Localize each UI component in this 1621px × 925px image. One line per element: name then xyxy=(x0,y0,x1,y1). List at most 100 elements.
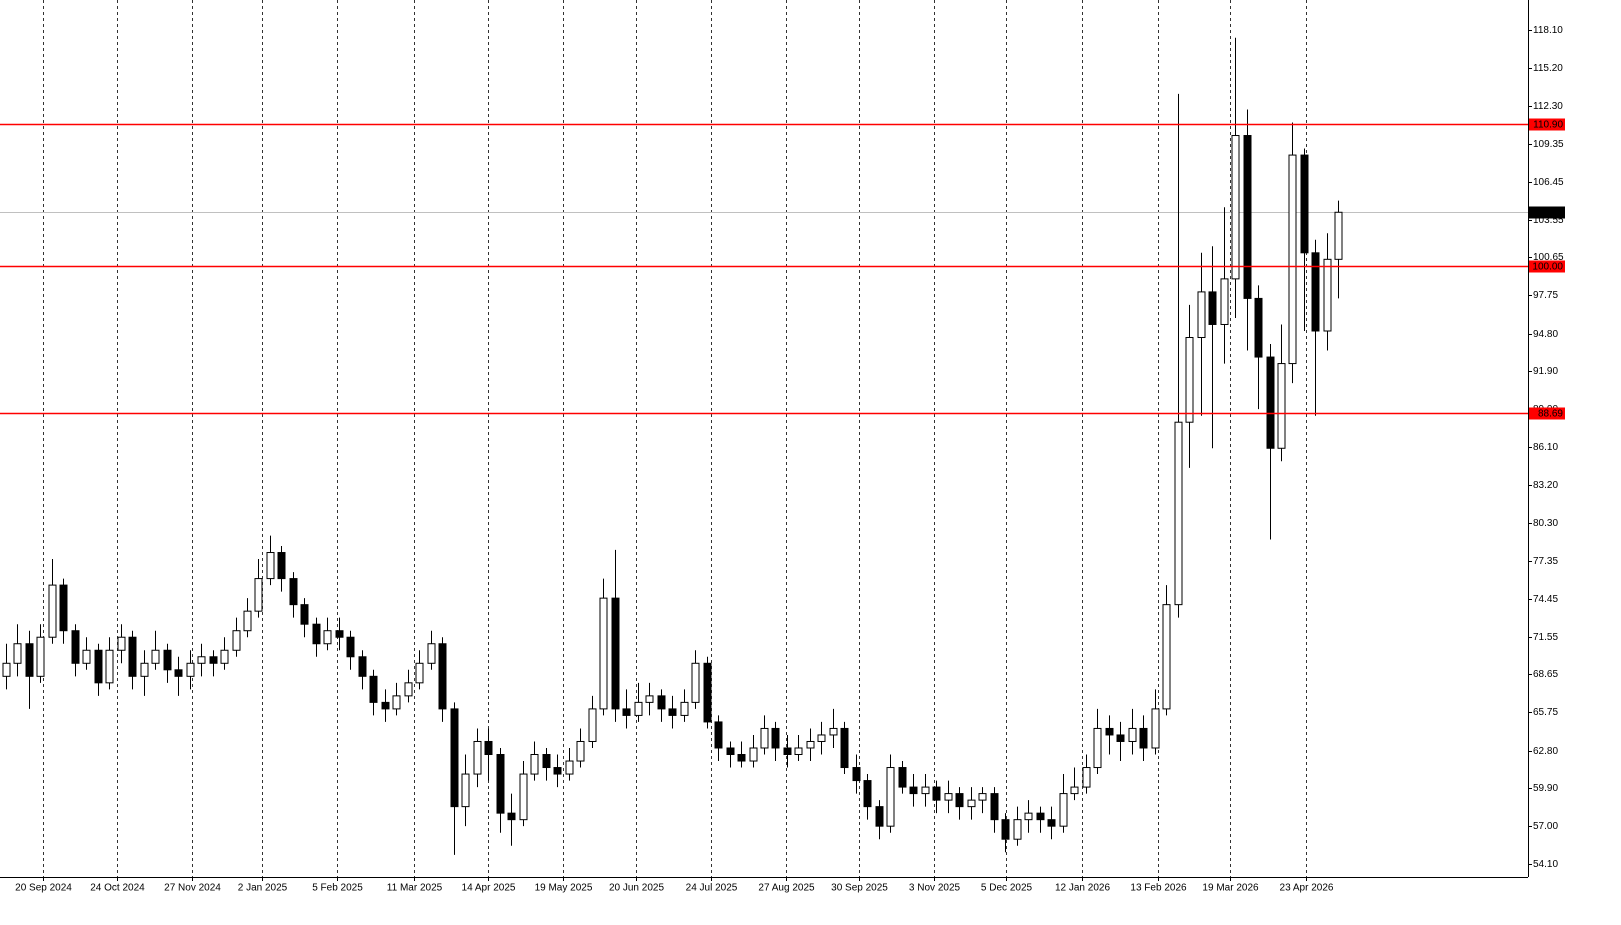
candle-body xyxy=(794,747,803,756)
y-tick-label: 71.55 xyxy=(1533,632,1558,643)
y-tick-label: 80.30 xyxy=(1533,518,1558,529)
candle-body xyxy=(932,786,941,801)
candle-body xyxy=(232,630,241,651)
x-tick-label: 19 May 2025 xyxy=(535,883,593,894)
candle-body xyxy=(806,740,815,749)
candle-body xyxy=(944,793,953,801)
candle-body xyxy=(1243,135,1252,299)
candle-body xyxy=(266,552,275,580)
candle-body xyxy=(1013,819,1022,840)
x-tick-label: 20 Jun 2025 xyxy=(609,883,664,894)
candle-body xyxy=(450,708,459,808)
candle-body xyxy=(565,760,574,775)
x-tick-label: 12 Jan 2026 xyxy=(1055,883,1110,894)
candle-body xyxy=(289,578,298,606)
candle-body xyxy=(358,656,367,677)
candle-body xyxy=(1254,297,1263,358)
candle-body xyxy=(1139,727,1148,749)
y-tick-label: 77.35 xyxy=(1533,556,1558,567)
level-label-box xyxy=(1529,260,1565,273)
candle-body xyxy=(611,597,620,710)
candle-body xyxy=(335,630,344,638)
y-tick-label: 83.20 xyxy=(1533,480,1558,491)
candle-body xyxy=(519,773,528,821)
candle-body xyxy=(530,754,539,775)
candle-body xyxy=(461,773,470,808)
candle-body xyxy=(1288,154,1297,365)
level-label-box xyxy=(1529,407,1565,420)
candle-body xyxy=(852,767,861,782)
y-tick-label: 97.75 xyxy=(1533,290,1558,301)
candle-body xyxy=(392,695,401,710)
candle-body xyxy=(484,740,493,756)
x-tick-label: 20 Sep 2024 xyxy=(15,883,72,894)
y-tick-label: 59.90 xyxy=(1533,783,1558,794)
candle-body xyxy=(1300,154,1309,254)
candle-body xyxy=(254,578,263,612)
y-tick-label: 112.30 xyxy=(1533,101,1563,112)
candle-body xyxy=(404,682,413,697)
candle-body xyxy=(1082,767,1091,788)
y-tick-label: 57.00 xyxy=(1533,821,1558,832)
x-tick-label: 13 Feb 2026 xyxy=(1130,883,1187,894)
candle-body xyxy=(82,649,91,664)
candle-body xyxy=(1047,819,1056,827)
candle-body xyxy=(1174,421,1183,606)
level-label: 88.69 xyxy=(1538,409,1563,420)
candle-body xyxy=(25,643,34,677)
candle-body xyxy=(680,701,689,716)
x-tick-label: 5 Dec 2025 xyxy=(981,883,1033,894)
candle-body xyxy=(151,649,160,664)
candle-body xyxy=(323,630,332,645)
candle-body xyxy=(1277,363,1286,449)
candle-body xyxy=(13,643,22,664)
candle-body xyxy=(1323,258,1332,332)
candle-body xyxy=(955,793,964,808)
candle-body xyxy=(1311,252,1320,332)
candle-body xyxy=(990,793,999,821)
candle-body xyxy=(576,740,585,762)
level-label: 110.90 xyxy=(1533,120,1563,131)
y-tick-label: 115.20 xyxy=(1533,63,1563,74)
candle-body xyxy=(381,701,390,710)
candle-body xyxy=(197,656,206,664)
candle-body xyxy=(1185,337,1194,423)
candle-body xyxy=(369,675,378,703)
candle-body xyxy=(128,636,137,677)
x-tick-label: 30 Sep 2025 xyxy=(831,883,888,894)
x-tick-label: 19 Mar 2026 xyxy=(1202,883,1259,894)
y-tick-label: 109.35 xyxy=(1533,139,1564,150)
candle-body xyxy=(703,662,712,723)
candle-body xyxy=(771,727,780,749)
candle-body xyxy=(1151,708,1160,749)
candle-body xyxy=(599,597,608,710)
candle-body xyxy=(553,767,562,775)
candle-body xyxy=(117,636,126,651)
level-label-box xyxy=(1529,118,1565,131)
candle-body xyxy=(1266,356,1275,449)
candle-body xyxy=(59,584,68,632)
candle-body xyxy=(163,649,172,671)
candle-body xyxy=(94,649,103,684)
candle-body xyxy=(140,662,149,677)
candle-body xyxy=(1128,727,1137,742)
candle-body xyxy=(657,695,666,710)
x-tick-label: 3 Nov 2025 xyxy=(909,883,961,894)
last-price-label: 104.11 xyxy=(1533,208,1563,219)
candle-body xyxy=(760,727,769,749)
candle-body xyxy=(312,623,321,645)
candle-body xyxy=(415,662,424,684)
candle-body xyxy=(886,767,895,827)
y-tick-label: 74.45 xyxy=(1533,594,1558,605)
x-tick-label: 5 Feb 2025 xyxy=(312,883,363,894)
candle-body xyxy=(105,649,114,684)
candle-body xyxy=(1001,819,1010,840)
x-tick-label: 27 Nov 2024 xyxy=(164,883,221,894)
last-price-box xyxy=(1529,206,1565,219)
candle-body xyxy=(863,780,872,808)
candle-body xyxy=(1162,604,1171,710)
candle-body xyxy=(726,747,735,756)
candle-body xyxy=(622,708,631,716)
candle-body xyxy=(186,662,195,677)
